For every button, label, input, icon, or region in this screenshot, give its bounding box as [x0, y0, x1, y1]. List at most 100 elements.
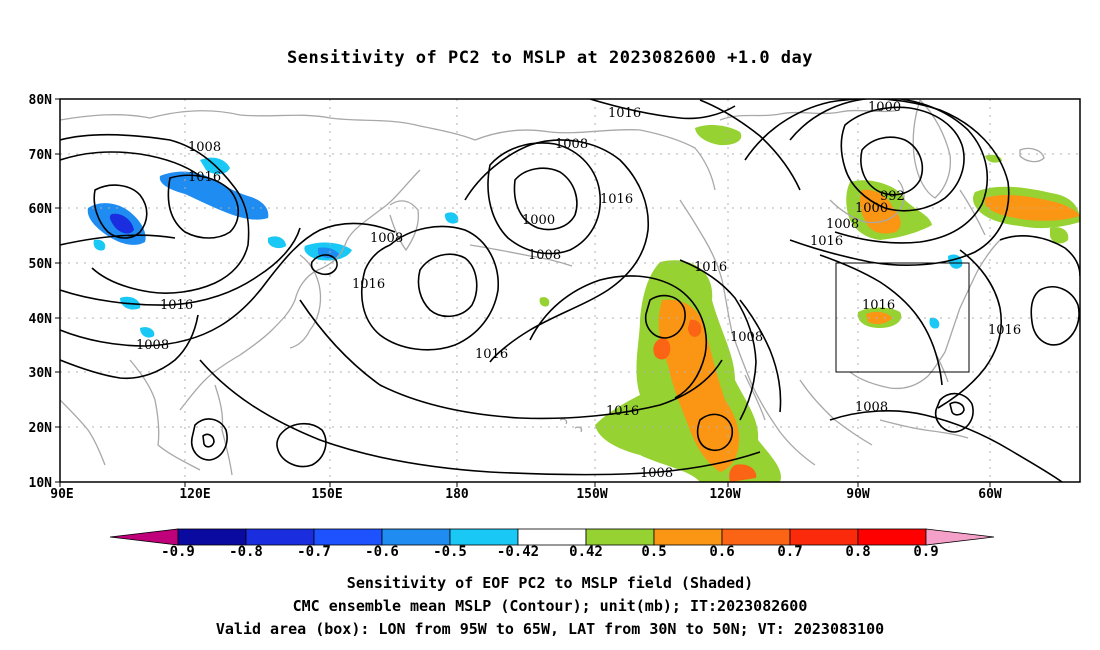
lat-label-10n: 10N [29, 476, 53, 491]
contour-na-1008 [739, 299, 782, 413]
caption-line-3: Valid area (box): LON from 95W to 65W, L… [215, 620, 885, 638]
contour-label: 1016 [475, 347, 508, 362]
colorbar-label: -0.9 [161, 544, 195, 560]
coast-greenland [912, 99, 952, 199]
contour-pacific-1008-wide [199, 359, 761, 476]
colorbar-label: 0.8 [845, 544, 870, 560]
shade-gulf-orange [866, 311, 892, 325]
coast-philippines [214, 384, 233, 476]
colorbar-label: -0.5 [433, 544, 467, 560]
tick-marks [55, 98, 991, 487]
contour-low-1008 [310, 254, 338, 276]
caption-line-1: Sensitivity of EOF PC2 to MSLP field (Sh… [346, 574, 754, 592]
colorbar-label: 0.42 [569, 544, 603, 560]
contour-labels: 1016 1008 1016 1008 1016 1008 1016 1008 … [136, 100, 1021, 481]
shade-china-cyan-2 [120, 296, 141, 310]
shade-misc-green-1 [539, 297, 550, 307]
contour-label: 1008 [640, 466, 673, 481]
colorbar-label: 0.5 [641, 544, 666, 560]
contour-caribbean-1008 [829, 410, 1063, 482]
contour-atlantic-1016 [937, 249, 1003, 409]
contour-east-us-1016 [819, 254, 943, 386]
colorbar-label: -0.8 [229, 544, 263, 560]
map-frame [60, 99, 1080, 482]
coast-caribbean [879, 419, 969, 439]
contour-asia-inner-1 [93, 184, 148, 239]
shade-pacific-cyan [444, 212, 459, 224]
lon-label-90e: 90E [50, 487, 73, 502]
coast-gulf [849, 351, 946, 390]
contour-subtropic-loop-2 [190, 418, 228, 461]
coast-hudson-bay [829, 179, 905, 224]
shade-china-cyan-1 [268, 236, 286, 249]
coast-india [60, 399, 106, 466]
contour-label: 1008 [730, 330, 763, 345]
shade-china-cyan-4 [93, 239, 106, 251]
contour-baja-low [696, 413, 734, 452]
contour-low-aleutian-1008 [487, 142, 601, 255]
colorbar-segment [857, 528, 927, 546]
contour-label: 1008 [555, 137, 588, 152]
contour-na-1016 [679, 259, 757, 421]
colorbar-segment [789, 528, 859, 546]
contour-canada-992 [860, 136, 924, 196]
colorbar-arrow-high [925, 528, 995, 546]
lon-label-60w: 60W [978, 487, 1002, 502]
contour-aleutian-1016 [464, 139, 650, 363]
colorbar-segment [381, 528, 451, 546]
colorbar [109, 528, 995, 546]
lat-label-70n: 70N [29, 148, 53, 163]
colorbar-label: -0.7 [297, 544, 331, 560]
contour-label: 1008 [188, 140, 221, 155]
contour-pacific-1016-mid [529, 275, 707, 399]
colorbar-label: 0.7 [777, 544, 802, 560]
shade-atlantic-green-small [1050, 227, 1069, 244]
contour-caribbean-loop [934, 392, 974, 433]
colorbar-segment [585, 528, 655, 546]
lat-label-30n: 30N [29, 366, 53, 381]
shade-east-pacific-dark-orange-1 [653, 338, 671, 360]
colorbar-arrow-low [109, 528, 179, 546]
contour-label: 1016 [188, 170, 221, 185]
colorbar-label: -0.42 [497, 544, 539, 560]
lat-label-50n: 50N [29, 257, 53, 272]
shade-mongolia-light-blue [159, 171, 269, 220]
contour-label: 1008 [136, 338, 169, 353]
shaded-negative-sensitivity [87, 157, 963, 338]
coast-asia-east [179, 169, 421, 411]
contour-asia-inner-2 [167, 174, 240, 239]
colorbar-segment [177, 528, 247, 546]
lon-label-150w: 150W [576, 487, 607, 502]
shade-east-pacific-dark-orange-2 [688, 319, 702, 337]
contour-label: 1008 [528, 248, 561, 263]
coast-labrador [959, 189, 986, 236]
coast-alaska [474, 129, 716, 191]
lat-label-80n: 80N [29, 93, 53, 108]
contour-label: 1016 [352, 277, 385, 292]
shade-usa-east-cyan-2 [929, 317, 940, 329]
contour-label: 1016 [600, 192, 633, 207]
contour-pacific-north-1016 [589, 99, 736, 120]
contour-asia-1008 [60, 151, 201, 177]
colorbar-segment [449, 528, 519, 546]
coast-iceland [1019, 147, 1045, 163]
colorbar-segment [653, 528, 723, 546]
colorbar-labels: -0.9 -0.8 -0.7 -0.6 -0.5 -0.42 0.42 0.5 … [161, 544, 939, 560]
contour-label: 1000 [868, 100, 901, 115]
contour-asia-1016-south [60, 227, 301, 306]
map-border [59, 98, 1081, 483]
latitude-labels: 80N 70N 60N 50N 40N 30N 20N 10N [29, 93, 53, 491]
colorbar-segment [245, 528, 315, 546]
lon-label-150e: 150E [311, 487, 342, 502]
contour-label: 1008 [855, 400, 888, 415]
contour-canada-1008 [789, 99, 988, 244]
contour-label: 1016 [810, 234, 843, 249]
contour-caribbean-inner [949, 401, 965, 416]
mslp-contours [60, 99, 1080, 482]
contour-atlantic-loop [1030, 286, 1080, 346]
coast-north-america-west [679, 199, 816, 466]
contour-canada-1000 [840, 106, 965, 212]
contour-subtropic-loop-1 [276, 422, 327, 468]
lat-label-20n: 20N [29, 421, 53, 436]
